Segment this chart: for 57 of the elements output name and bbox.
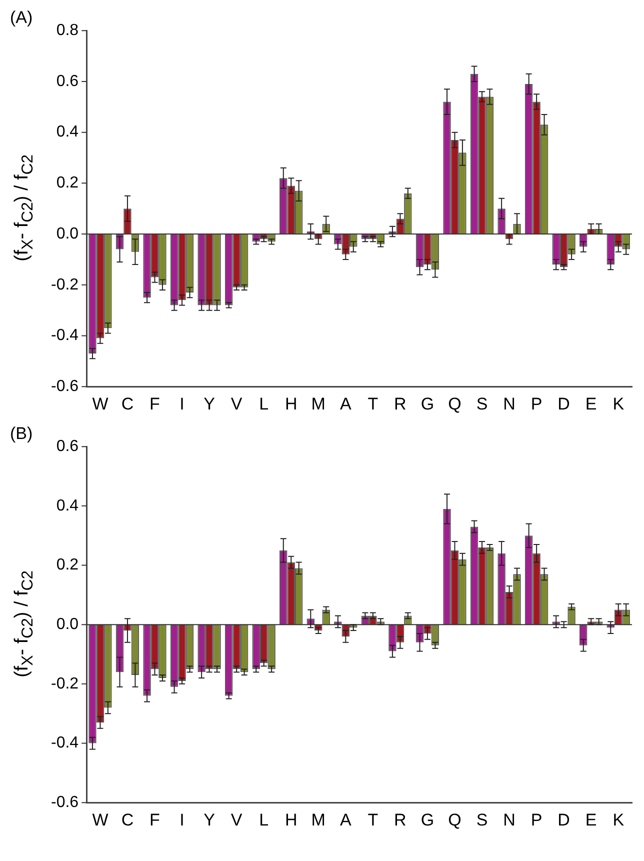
chart-title: (B) <box>10 424 33 444</box>
x-tick-label: T <box>368 810 378 830</box>
x-tick-label: G <box>420 810 434 830</box>
x-tick-label: A <box>340 394 352 414</box>
x-tick-label: V <box>230 810 243 830</box>
x-tick-label: W <box>92 394 108 414</box>
y-tick-label: -0.2 <box>50 675 79 692</box>
x-tick-label: Q <box>448 394 462 414</box>
x-tick-label: F <box>150 810 160 830</box>
y-tick-label: 0.4 <box>56 497 79 514</box>
x-tick-label: F <box>150 394 160 414</box>
y-tick-label: -0.6 <box>50 378 79 396</box>
x-tick-label: A <box>340 810 352 830</box>
x-tick-label: C <box>121 394 134 414</box>
x-tick-label: Y <box>204 810 215 830</box>
x-tick-label: S <box>476 394 488 414</box>
x-tick-label: I <box>180 394 184 414</box>
x-tick-label: D <box>558 810 570 830</box>
x-tick-label: C <box>121 810 134 830</box>
x-tick-label: Y <box>204 394 215 414</box>
x-tick-label: N <box>503 810 516 830</box>
x-tick-label: V <box>230 394 243 414</box>
y-tick-label: 0.6 <box>56 72 79 90</box>
x-tick-label: I <box>180 810 184 830</box>
x-tick-label: P <box>530 810 542 830</box>
x-tick-label: N <box>503 394 516 414</box>
x-tick-label: R <box>394 394 406 414</box>
x-tick-label: W <box>92 810 108 830</box>
y-tick-label: 0.2 <box>56 174 79 192</box>
x-tick-label: K <box>612 394 625 414</box>
y-tick-label: -0.2 <box>50 276 79 294</box>
chart-title: (A) <box>10 8 33 28</box>
x-tick-label: E <box>585 810 597 830</box>
x-tick-label: H <box>284 394 298 414</box>
x-tick-label: L <box>259 394 269 414</box>
x-tick-label: D <box>558 394 570 414</box>
x-tick-label: M <box>311 394 326 414</box>
x-tick-label: K <box>612 810 625 830</box>
y-tick-label: 0.4 <box>56 124 79 141</box>
y-tick-label: 0.0 <box>56 225 79 242</box>
y-tick-label: -0.6 <box>50 794 79 812</box>
x-tick-label: R <box>394 810 406 830</box>
y-tick-label: -0.4 <box>50 327 79 344</box>
x-tick-label: T <box>368 394 378 414</box>
x-tick-label: L <box>259 810 269 830</box>
y-tick-label: 0.6 <box>56 438 79 456</box>
y-tick-label: 0.8 <box>56 22 79 40</box>
x-tick-label: M <box>311 810 326 830</box>
x-tick-label: S <box>476 810 488 830</box>
x-tick-label: G <box>420 394 434 414</box>
x-tick-label: H <box>284 810 298 830</box>
x-tick-label: P <box>530 394 542 414</box>
y-tick-label: 0.2 <box>56 556 79 574</box>
x-tick-label: Q <box>448 810 462 830</box>
y-tick-label: -0.4 <box>50 734 79 752</box>
x-tick-label: E <box>585 394 597 414</box>
y-tick-label: 0.0 <box>56 616 79 634</box>
